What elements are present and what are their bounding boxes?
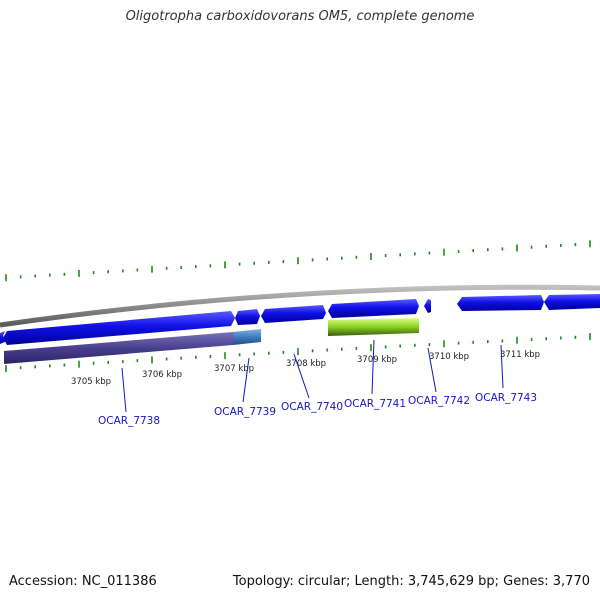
leader-line — [371, 339, 375, 395]
leader-line — [293, 353, 310, 399]
kbp-label: 3711 kbp — [500, 350, 540, 360]
gene-arrow[interactable] — [328, 299, 419, 318]
feature-bar[interactable] — [328, 318, 419, 336]
feature-bar[interactable] — [233, 329, 261, 345]
feature-track — [4, 318, 419, 364]
gene-label-ocar-7741[interactable]: OCAR_7741 — [344, 398, 406, 410]
leader-line — [500, 344, 504, 389]
gene-label-ocar-7739[interactable]: OCAR_7739 — [214, 406, 276, 418]
gene-arrow[interactable] — [261, 305, 326, 323]
gene-arrow[interactable] — [544, 294, 600, 310]
feature-bar[interactable] — [4, 332, 233, 364]
kbp-label: 3710 kbp — [429, 352, 469, 362]
leader-line — [427, 347, 437, 393]
genome-backbone — [0, 284, 600, 328]
kbp-scale: 3705 kbp 3706 kbp 3707 kbp 3708 kbp 3709… — [71, 350, 540, 387]
leader-line — [121, 367, 127, 413]
genome-summary-text: Topology: circular; Length: 3,745,629 bp… — [232, 574, 590, 589]
accession-text: Accession: NC_011386 — [9, 574, 157, 589]
leader-line — [242, 357, 250, 403]
inner-tick-row — [5, 333, 591, 373]
label-leaders — [121, 339, 504, 413]
map-title: Oligotropha carboxidovorans OM5, complet… — [125, 9, 475, 24]
gene-arrow[interactable] — [424, 299, 431, 313]
gene-arrow[interactable] — [3, 311, 235, 345]
kbp-label: 3709 kbp — [357, 355, 397, 365]
gene-arrow[interactable] — [235, 309, 260, 325]
gene-track — [0, 294, 600, 345]
gene-label-ocar-7742[interactable]: OCAR_7742 — [408, 395, 470, 407]
kbp-label: 3707 kbp — [214, 364, 254, 374]
kbp-label: 3705 kbp — [71, 377, 111, 387]
gene-arrow[interactable] — [457, 295, 544, 311]
gene-label-ocar-7738[interactable]: OCAR_7738 — [98, 415, 160, 427]
gene-label-ocar-7743[interactable]: OCAR_7743 — [475, 392, 537, 404]
gene-labels: OCAR_7738 OCAR_7739 OCAR_7740 OCAR_7741 … — [98, 392, 537, 427]
kbp-label: 3706 kbp — [142, 370, 182, 380]
outer-tick-row — [5, 240, 591, 282]
kbp-label: 3708 kbp — [286, 359, 326, 369]
gene-label-ocar-7740[interactable]: OCAR_7740 — [281, 401, 343, 413]
